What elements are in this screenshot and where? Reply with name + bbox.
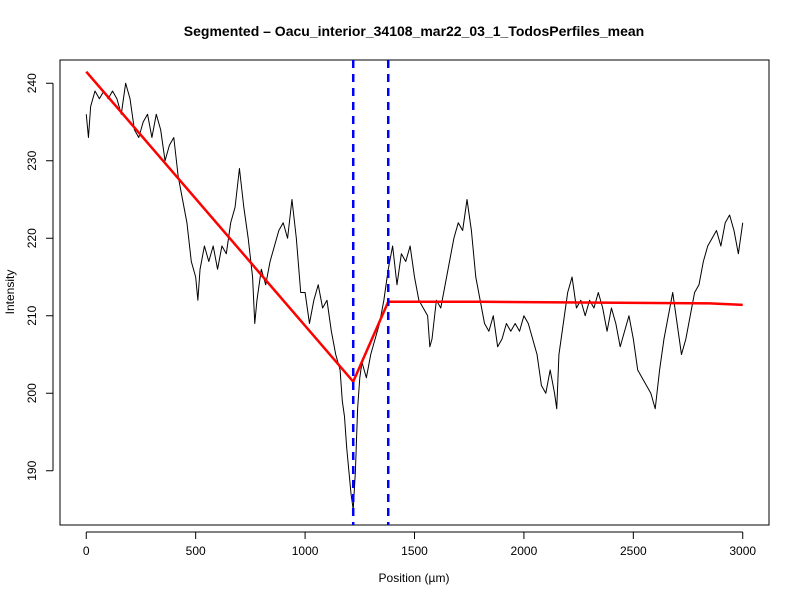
y-tick-label: 200: [25, 383, 39, 403]
x-tick-label: 0: [83, 544, 90, 558]
chart-title: Segmented – Oacu_interior_34108_mar22_03…: [184, 23, 644, 39]
y-tick-label: 220: [25, 228, 39, 248]
fit-line: [85, 70, 743, 383]
y-axis-label: Intensity: [3, 270, 17, 315]
y-tick-label: 210: [25, 305, 39, 325]
x-tick-label: 3000: [729, 544, 756, 558]
x-tick-label: 1500: [401, 544, 428, 558]
y-axis: 190 200 210 220 230 240: [25, 73, 54, 481]
x-tick-label: 2500: [620, 544, 647, 558]
y-tick-label: 240: [25, 73, 39, 93]
x-axis: 0 500 1000 1500 2000 2500 3000: [83, 531, 756, 558]
plot-frame: [59, 59, 770, 526]
plot-area: [85, 60, 744, 525]
x-axis-label: Position (µm): [379, 571, 450, 585]
x-tick-label: 500: [186, 544, 206, 558]
y-tick-label: 230: [25, 150, 39, 170]
y-tick-label: 190: [25, 460, 39, 480]
x-tick-label: 1000: [292, 544, 319, 558]
observed-line: [85, 82, 744, 510]
x-tick-label: 2000: [511, 544, 538, 558]
